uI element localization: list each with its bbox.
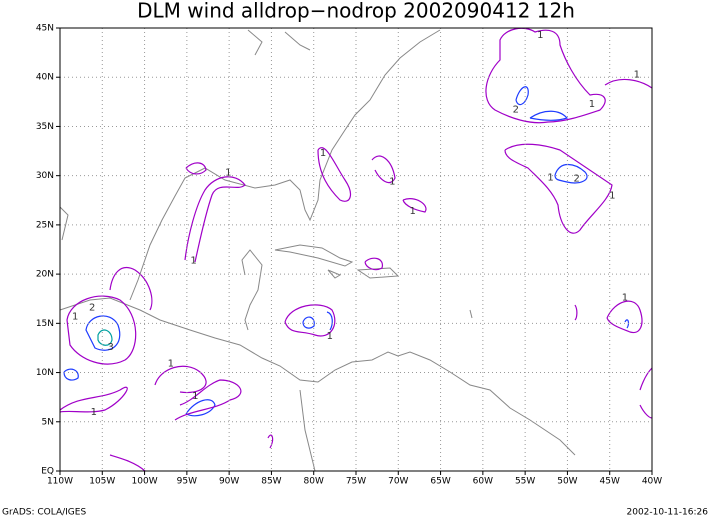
footer-right: 2002-10-11-16:26 xyxy=(627,508,709,518)
x-tick-label: 70W xyxy=(388,477,408,487)
x-tick-label: 75W xyxy=(346,477,366,487)
contour-label: 1 xyxy=(409,206,415,217)
x-tick-label: 105W xyxy=(89,477,115,487)
contour-label: 2 xyxy=(574,174,580,185)
y-tick-label: 10N xyxy=(36,368,54,378)
x-tick-label: 100W xyxy=(132,477,158,487)
y-tick-label: 45N xyxy=(36,24,54,34)
contour-label: 1 xyxy=(91,407,97,418)
title: DLM wind alldrop−nodrop 2002090412 12h xyxy=(137,0,575,23)
footer-left: GrADS: COLA/IGES xyxy=(2,508,86,518)
y-tick-label: 30N xyxy=(36,171,54,181)
x-tick-label: 60W xyxy=(473,477,493,487)
x-tick-label: 80W xyxy=(304,477,324,487)
x-tick-label: 85W xyxy=(261,477,281,487)
y-tick-label: 35N xyxy=(36,122,54,132)
contour-label: 1 xyxy=(327,331,333,342)
contour-label: 2 xyxy=(89,303,95,314)
plot-frame xyxy=(59,27,653,472)
contour-label: 1 xyxy=(192,391,198,402)
contour-label: 1 xyxy=(634,69,640,80)
x-tick-label: 50W xyxy=(557,477,577,487)
contour-label: 1 xyxy=(547,173,553,184)
y-tick-label: 20N xyxy=(36,270,54,280)
contours xyxy=(59,27,653,472)
x-tick-label: 110W xyxy=(47,477,73,487)
contour-label: 1 xyxy=(190,255,196,266)
x-tick-label: 95W xyxy=(177,477,197,487)
contour-label: 1 xyxy=(537,30,543,41)
y-tick-label: 40N xyxy=(36,73,54,83)
contour-label: 1 xyxy=(609,190,615,201)
contour-label: 1 xyxy=(320,148,326,159)
contour-label: 1 xyxy=(622,293,628,304)
y-tick-label: 25N xyxy=(36,220,54,230)
contour-label: 1 xyxy=(72,311,78,322)
y-tick-label: 5N xyxy=(42,417,54,427)
x-tick-label: 65W xyxy=(430,477,450,487)
coastlines xyxy=(59,29,576,472)
x-tick-label: 90W xyxy=(219,477,239,487)
contour-label: 1 xyxy=(168,359,174,370)
contour-label: 2 xyxy=(513,105,519,116)
contour-label: 1 xyxy=(589,99,595,110)
contour-label: 1 xyxy=(389,177,395,188)
x-tick-label: 45W xyxy=(600,477,620,487)
x-tick-label: 55W xyxy=(515,477,535,487)
contour-label: 1 xyxy=(225,168,231,179)
y-tick-label: 15N xyxy=(36,319,54,329)
contour-label: 3 xyxy=(108,342,114,353)
x-tick-label: 40W xyxy=(642,477,662,487)
y-tick-label: EQ xyxy=(41,467,54,477)
